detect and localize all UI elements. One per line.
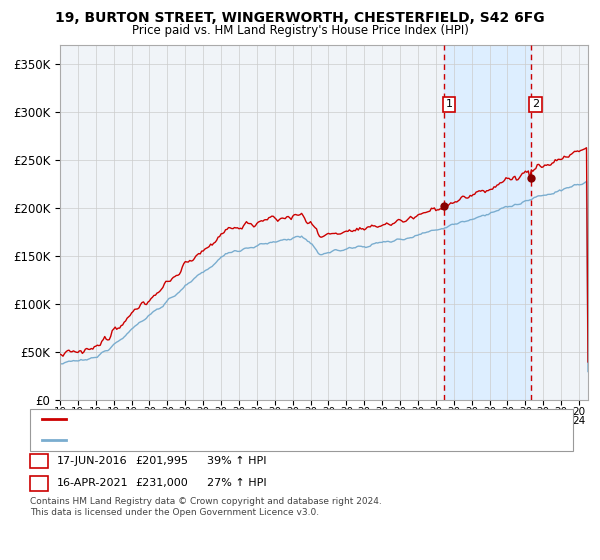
Text: 19, BURTON STREET, WINGERWORTH, CHESTERFIELD, S42 6FG (semi-detached house): 19, BURTON STREET, WINGERWORTH, CHESTERF… <box>72 414 505 424</box>
Text: 17-JUN-2016: 17-JUN-2016 <box>57 456 128 466</box>
Text: 16-APR-2021: 16-APR-2021 <box>57 478 128 488</box>
Text: 2: 2 <box>35 477 43 490</box>
Text: Contains HM Land Registry data © Crown copyright and database right 2024.
This d: Contains HM Land Registry data © Crown c… <box>30 497 382 517</box>
Text: 1: 1 <box>35 454 43 468</box>
Bar <box>444 45 530 400</box>
Text: 1: 1 <box>446 99 452 109</box>
Text: £201,995: £201,995 <box>135 456 188 466</box>
Text: Price paid vs. HM Land Registry's House Price Index (HPI): Price paid vs. HM Land Registry's House … <box>131 24 469 36</box>
Text: 39% ↑ HPI: 39% ↑ HPI <box>207 456 266 466</box>
Text: 19, BURTON STREET, WINGERWORTH, CHESTERFIELD, S42 6FG: 19, BURTON STREET, WINGERWORTH, CHESTERF… <box>55 11 545 25</box>
Text: HPI: Average price, semi-detached house, North East Derbyshire: HPI: Average price, semi-detached house,… <box>72 435 394 445</box>
Text: £231,000: £231,000 <box>135 478 188 488</box>
Text: 2: 2 <box>532 99 539 109</box>
Text: 27% ↑ HPI: 27% ↑ HPI <box>207 478 266 488</box>
